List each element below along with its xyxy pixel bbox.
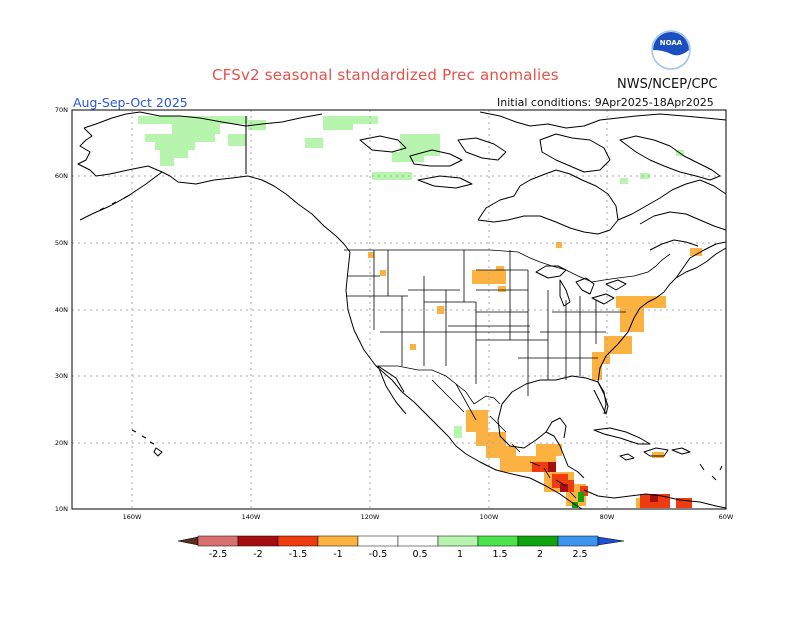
colorbar-tick: -2 <box>253 549 262 560</box>
colorbar-swatch <box>197 535 239 547</box>
lon-label: 60W <box>719 513 734 521</box>
lon-label: 100W <box>480 513 499 521</box>
political-boundaries <box>344 249 671 499</box>
colorbar-tick: -1.5 <box>289 549 308 560</box>
lon-label: 80W <box>600 513 615 521</box>
colorbar-swatch <box>557 535 599 547</box>
colorbar-tick: 2 <box>537 549 543 560</box>
lat-label: 40N <box>55 306 68 314</box>
noaa-logo: NOAA <box>651 30 691 70</box>
lon-label: 120W <box>361 513 380 521</box>
colorbar-swatch <box>317 535 359 547</box>
colorbar-tick: 2.5 <box>572 549 587 560</box>
lat-label: 50N <box>55 239 68 247</box>
colorbar-tick: 1 <box>457 549 463 560</box>
anomaly-shading <box>138 116 702 508</box>
map-frame <box>71 109 727 510</box>
colorbar-tick: 1.5 <box>492 549 507 560</box>
logo-text: NOAA <box>660 39 683 47</box>
colorbar-high-arrow <box>597 536 625 546</box>
colorbar-swatch <box>237 535 279 547</box>
coastlines <box>77 111 727 510</box>
color-legend <box>177 535 625 547</box>
colorbar-swatch <box>277 535 319 547</box>
lon-label: 140W <box>242 513 261 521</box>
lat-label: 70N <box>55 106 68 114</box>
lat-labels: 70N 60N 50N 40N 30N 20N 10N <box>55 106 68 513</box>
lat-label: 60N <box>55 172 68 180</box>
season-label: Aug-Sep-Oct 2025 <box>73 95 188 110</box>
colorbar-low-arrow <box>177 536 199 546</box>
colorbar-swatch <box>477 535 519 547</box>
colorbar-swatch <box>517 535 559 547</box>
map-title: CFSv2 seasonal standardized Prec anomali… <box>212 66 559 84</box>
colorbar-tick: -2.5 <box>209 549 228 560</box>
colorbar-tick-labels: -2.5 -2 -1.5 -1 -0.5 0.5 1 1.5 2 2.5 <box>209 549 588 560</box>
lon-label: 160W <box>123 513 142 521</box>
agency-label: NWS/NCEP/CPC <box>617 77 718 92</box>
lon-labels: 160W 140W 120W 100W 80W 60W <box>123 513 734 521</box>
colorbar-tick: -0.5 <box>369 549 388 560</box>
lat-label: 30N <box>55 372 68 380</box>
lat-label: 20N <box>55 439 68 447</box>
lat-label: 10N <box>55 505 68 513</box>
initial-conditions-label: Initial conditions: 9Apr2025-18Apr2025 <box>497 96 714 109</box>
colorbar-tick: 0.5 <box>412 549 427 560</box>
colorbar-tick: -1 <box>333 549 342 560</box>
colorbar-swatch <box>437 535 479 547</box>
colorbar-swatch <box>397 535 439 547</box>
lat-lon-grid <box>72 110 726 509</box>
colorbar-swatch <box>357 535 399 547</box>
